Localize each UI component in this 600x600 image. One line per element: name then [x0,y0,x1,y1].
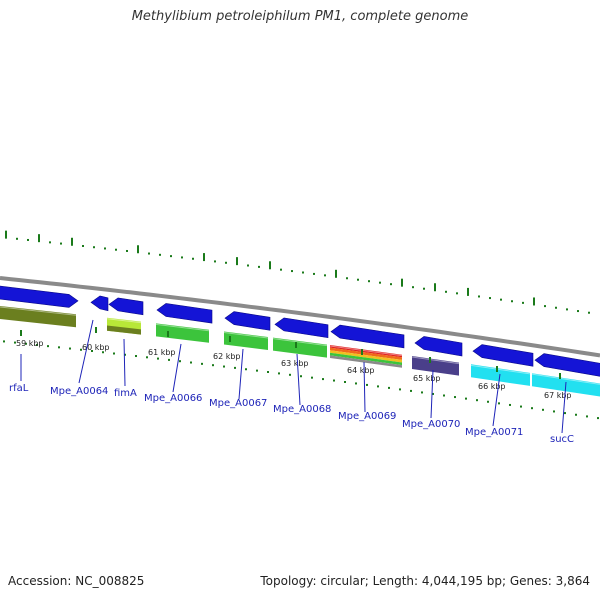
cog-highlight [0,306,77,316]
cds-arrow [156,303,213,324]
leader-line [78,319,94,384]
gene-label-rfaL[interactable]: rfaL [9,383,29,394]
map-title: Methylibium petroleiphilum PM1, complete… [131,9,469,24]
gene-label-mpe-a0066[interactable]: Mpe_A0066 [144,393,202,404]
cds-arrow [472,344,534,367]
cds-arrow [330,324,405,349]
gene-label-sucC[interactable]: sucC [550,434,574,445]
kbp-label: 60 kbp [82,343,110,352]
leader-line [430,369,434,419]
cds-arrow [108,297,144,316]
cog-stripe [330,350,402,363]
outer-gc-ticks [5,230,590,314]
kbp-label: 59 kbp [16,339,44,348]
kbp-label: 61 kbp [148,348,176,357]
gene-label-mpe-a0069[interactable]: Mpe_A0069 [338,411,396,422]
cog-highlight [223,332,269,339]
genome-summary-text: Topology: circular; Length: 4,044,195 bp… [260,574,590,588]
cog-highlight [470,364,531,375]
cds-arrow [224,311,271,331]
cog-bar [0,306,76,328]
genome-backbone [0,276,600,358]
kbp-label: 66 kbp [478,382,506,391]
cog-bar-shade [107,325,141,335]
cog-bar [156,323,209,343]
leader-line [296,353,301,406]
cds-arrow [534,353,600,377]
cds-arrow [274,317,329,339]
gene-label-mpe-a0071[interactable]: Mpe_A0071 [465,427,523,438]
inner-gc-ticks [3,340,599,420]
cog-track [0,306,600,397]
gene-label-mpe-a0067[interactable]: Mpe_A0067 [209,398,267,409]
cog-highlight [329,345,403,357]
cog-stripe [330,347,402,360]
cog-highlight [531,373,600,385]
cog-bar [471,364,530,386]
kbp-label: 64 kbp [347,366,375,375]
gene-labels: rfaL Mpe_A0064 fimA Mpe_A0066 Mpe_A0067 … [9,383,574,445]
leader-line [492,373,501,427]
gene-label-mpe-a0068[interactable]: Mpe_A0068 [273,404,331,415]
cog-highlight [272,338,328,347]
cog-bar [412,356,459,376]
kbp-markers: 59 kbp 60 kbp 61 kbp 62 kbp 63 kbp 64 kb… [16,327,572,400]
leader-line [561,381,567,434]
kbp-label: 63 kbp [281,359,309,368]
leader-line [123,338,126,387]
leader-line [172,343,182,393]
accession-text: Accession: NC_008825 [8,574,145,588]
cog-highlight [155,323,210,332]
gene-label-leaders [20,319,567,434]
cds-arrow [414,336,463,357]
cog-highlight [106,318,142,324]
cog-stripe [330,345,402,358]
cog-bar [273,337,327,358]
gene-label-fimA[interactable]: fimA [114,388,137,399]
cog-stripe [330,352,402,366]
cds-arrow [0,285,79,308]
cog-highlight [411,356,460,365]
kbp-label: 65 kbp [413,374,441,383]
cog-stripe [330,355,402,368]
cds-arrow [90,295,109,312]
cog-bar [224,331,268,350]
kbp-label: 62 kbp [213,352,241,361]
leader-line [363,361,366,413]
kbp-label: 67 kbp [544,391,572,400]
cds-track [0,285,600,377]
gene-label-mpe-a0070[interactable]: Mpe_A0070 [402,419,460,430]
gene-label-mpe-a0064[interactable]: Mpe_A0064 [50,386,108,397]
leader-line [238,348,244,400]
